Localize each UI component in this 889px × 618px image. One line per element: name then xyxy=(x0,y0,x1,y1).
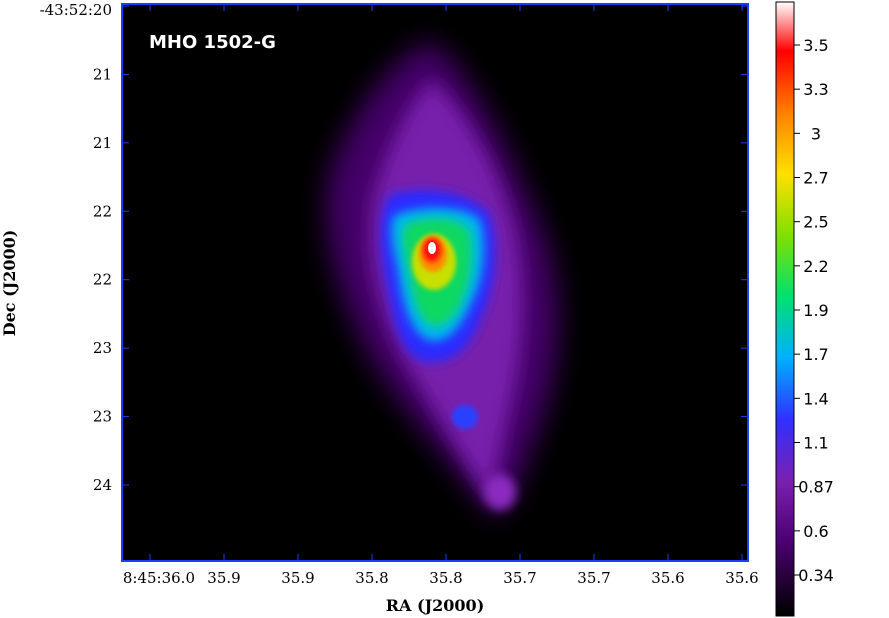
plot-title: MHO 1502-G xyxy=(149,32,276,53)
colorbar-tick-label: 0.34 xyxy=(798,566,834,585)
violet-knot-bottom xyxy=(484,474,516,510)
x-tick-label: 35.6 xyxy=(725,569,758,587)
x-tick-label: 35.8 xyxy=(429,569,462,587)
x-tick-label: 35.9 xyxy=(207,569,240,587)
y-tick-label: 22 xyxy=(93,202,112,220)
y-tick-label: -43:52:20 xyxy=(40,1,112,19)
y-tick-label: 23 xyxy=(93,408,112,426)
colorbar-tick-label: 1.1 xyxy=(803,434,828,453)
colorbar-ticks: 3.5 3.3 3 2.7 2.5 2.2 1.9 1.7 1.4 1.1 0.87 0.6 0.34 xyxy=(794,36,834,585)
y-axis-ticks: -43:52:20 21 21 22 22 23 23 24 xyxy=(40,1,748,494)
emission-image xyxy=(326,42,559,516)
colorbar-tick-label: 2.7 xyxy=(803,169,828,188)
colorbar-tick-label: 1.7 xyxy=(803,345,828,364)
colorbar-tick-label: 3 xyxy=(811,124,821,143)
plot-frame xyxy=(121,3,749,562)
x-tick-label: 35.7 xyxy=(503,569,536,587)
colorbar-tick-label: 1.4 xyxy=(803,389,828,408)
x-tick-label: 35.8 xyxy=(355,569,388,587)
y-tick-label: 21 xyxy=(93,134,112,152)
x-tick-label: 35.7 xyxy=(577,569,610,587)
x-axis-ticks: 8:45:36.0 35.9 35.9 35.8 35.8 35.7 35.7 35.6 35.… xyxy=(123,4,759,587)
y-tick-label: 22 xyxy=(93,271,112,289)
white-peak xyxy=(428,242,436,254)
colorbar xyxy=(775,1,795,617)
x-tick-label: 35.9 xyxy=(281,569,314,587)
x-tick-label: 8:45:36.0 xyxy=(123,569,195,587)
colorbar-tick-label: 0.6 xyxy=(803,522,828,541)
blue-knot-south xyxy=(452,405,478,429)
y-tick-label: 23 xyxy=(93,339,112,357)
x-axis-title: RA (J2000) xyxy=(386,596,485,615)
colorbar-tick-label: 1.9 xyxy=(803,301,828,320)
colorbar-tick-label: 2.5 xyxy=(803,213,828,232)
colorbar-tick-label: 3.3 xyxy=(803,80,828,99)
x-tick-label: 35.6 xyxy=(651,569,684,587)
colorbar-tick-label: 0.87 xyxy=(798,478,834,497)
y-tick-label: 24 xyxy=(93,476,112,494)
colorbar-tick-label: 2.2 xyxy=(803,257,828,276)
y-tick-label: 21 xyxy=(93,65,112,83)
colorbar-tick-label: 3.5 xyxy=(803,36,828,55)
y-axis-title: Dec (J2000) xyxy=(0,230,19,337)
